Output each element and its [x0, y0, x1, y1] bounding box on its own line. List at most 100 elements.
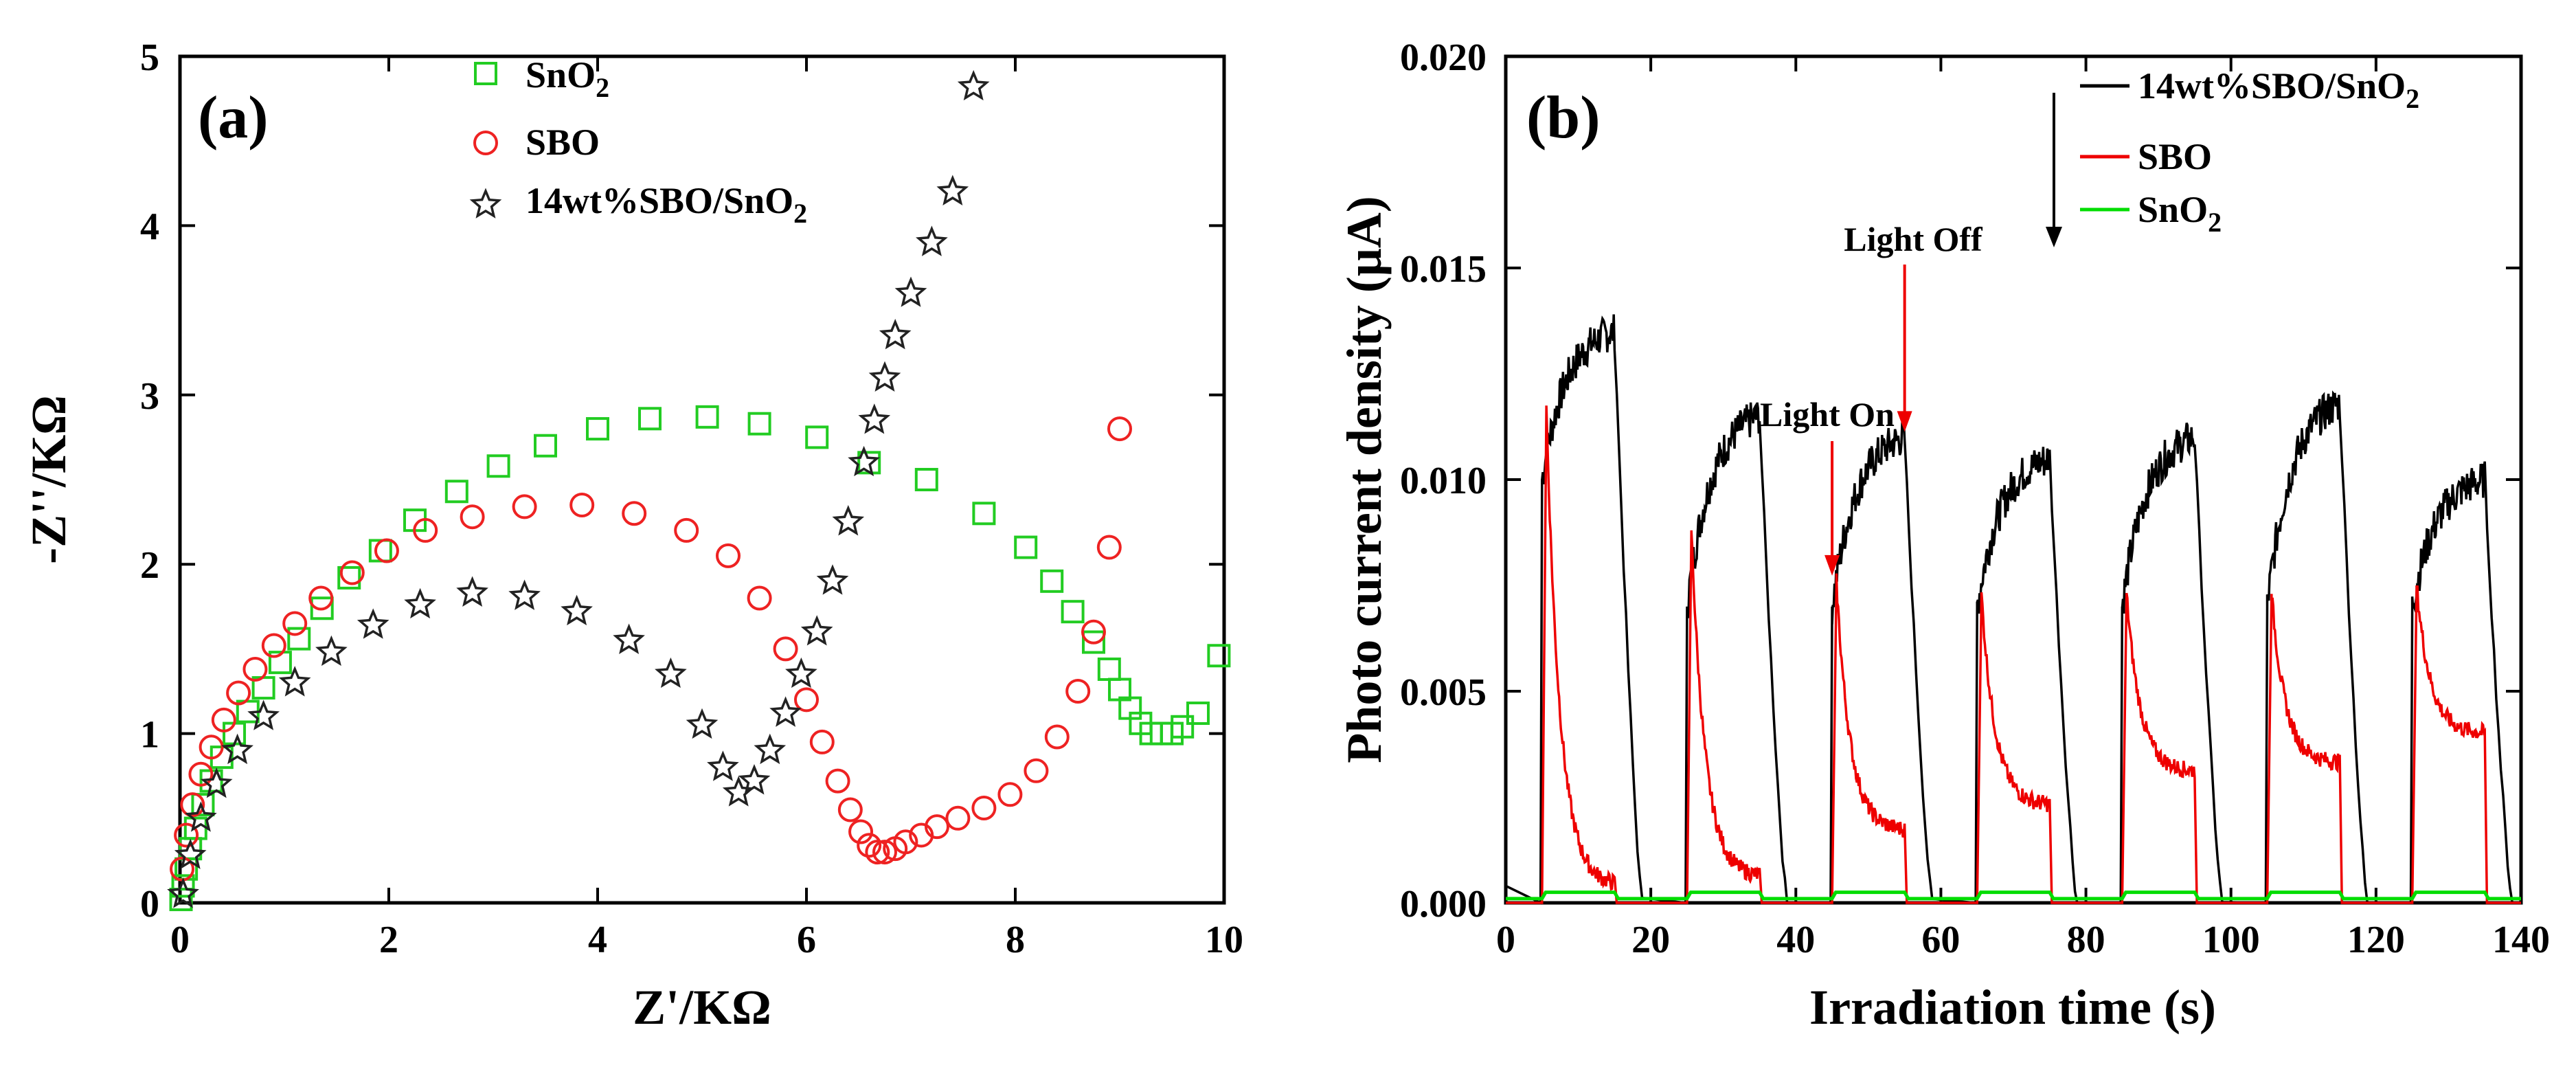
data-point-star	[738, 764, 771, 795]
series-line-sno2	[1506, 890, 2521, 901]
y-tick-label-a: 1	[140, 714, 159, 756]
data-point-circle	[226, 680, 251, 706]
data-point-circle	[413, 517, 438, 543]
data-point-square	[1186, 702, 1210, 726]
data-point-star	[561, 594, 593, 626]
x-tick-label-b: 40	[1776, 919, 1815, 961]
data-point-star	[174, 838, 207, 869]
data-point-star	[848, 445, 880, 477]
data-point-circle	[1024, 758, 1049, 783]
data-point-circle	[794, 687, 819, 713]
data-point-circle	[199, 735, 224, 760]
x-tick-label-b: 20	[1631, 919, 1670, 961]
data-point-star	[247, 699, 280, 730]
data-point-circle	[211, 707, 236, 732]
panel-label-a: (a)	[198, 85, 269, 151]
data-point-square	[972, 502, 996, 526]
x-axis-title-a: Z'/KΩ	[633, 980, 771, 1035]
legend-subscript: 2	[2406, 83, 2419, 114]
data-point-square	[1014, 535, 1038, 559]
data-point-circle	[809, 729, 835, 754]
data-point-square	[1040, 569, 1064, 593]
legend-a: SnO2 SBO 14wt%SBO/SnO2	[469, 54, 807, 229]
data-point-star	[357, 608, 389, 639]
data-point-circle	[374, 538, 399, 563]
data-point-star	[315, 635, 348, 666]
data-point-star	[916, 225, 948, 256]
data-point-star	[879, 319, 912, 350]
data-point-star	[655, 657, 687, 688]
data-point-circle	[945, 805, 971, 831]
legend-text-composite: 14wt%SBO/SnO	[2138, 65, 2406, 106]
x-tick-label-b: 0	[1496, 919, 1515, 961]
data-point-square	[310, 596, 334, 620]
data-point-circle	[825, 768, 850, 794]
legend-arrow-head	[2046, 227, 2062, 247]
data-point-circle	[460, 504, 485, 530]
data-point-circle	[1107, 416, 1132, 442]
panel-b-photocurrent-plot: 0 20 40 60 80 100 120 140 0.000 0.005 0.010 0.015 0.…	[1337, 36, 2550, 1035]
data-point-circle	[180, 792, 205, 818]
legend-subscript: 2	[2208, 207, 2222, 238]
data-point-star	[221, 733, 253, 765]
legend-label-composite-a: 14wt%SBO/SnO2	[526, 180, 807, 229]
data-point-circle	[893, 829, 918, 855]
legend-text-composite: 14wt%SBO/SnO	[526, 180, 793, 221]
data-point-star	[894, 276, 927, 307]
legend-subscript: 2	[596, 72, 609, 103]
x-tick-label-a: 4	[588, 919, 607, 961]
panel-label-b: (b)	[1526, 85, 1601, 151]
legend-marker-star	[469, 188, 502, 218]
data-point-circle	[997, 782, 1023, 807]
data-point-square	[747, 412, 771, 436]
data-point-circle	[674, 517, 699, 543]
data-point-square	[534, 434, 557, 458]
data-point-circle	[848, 819, 874, 844]
x-tick-label-b: 100	[2202, 919, 2260, 961]
y-tick-label-a: 5	[140, 36, 159, 79]
data-point-star	[816, 564, 849, 595]
data-point-star	[769, 696, 802, 727]
data-marks-b	[1505, 314, 2521, 905]
y-tick-label-b: 0.010	[1400, 460, 1487, 502]
axis-ticks-a: 0 2 4 6 8 10 0 1 2 3 4 5	[140, 36, 1243, 961]
x-tick-label-a: 8	[1006, 919, 1025, 961]
data-point-circle	[569, 492, 595, 517]
y-tick-label-b: 0.000	[1400, 883, 1487, 926]
data-point-circle	[242, 656, 268, 682]
data-point-circle	[773, 636, 798, 662]
data-point-circle	[857, 833, 882, 858]
data-point-square	[914, 468, 938, 491]
data-point-star	[754, 733, 787, 765]
data-point-square	[1171, 715, 1195, 739]
series-star-markers	[167, 69, 990, 908]
data-point-star	[404, 587, 436, 619]
annotation-light-on: Light On	[1760, 395, 1895, 434]
data-point-star	[785, 657, 817, 688]
data-point-square	[805, 425, 829, 449]
y-tick-label-b: 0.005	[1400, 671, 1487, 714]
data-point-circle	[188, 761, 214, 787]
data-point-star	[508, 579, 541, 610]
data-point-star	[167, 877, 199, 908]
data-point-circle	[747, 585, 772, 611]
data-marks-a	[167, 69, 1231, 912]
x-tick-label-a: 6	[797, 919, 816, 961]
data-point-star	[957, 69, 990, 101]
data-point-circle	[971, 796, 997, 821]
data-point-circle	[1081, 619, 1106, 644]
data-point-star	[800, 615, 833, 646]
data-point-circle	[1065, 679, 1091, 704]
data-point-star	[722, 776, 755, 807]
data-point-square	[638, 407, 662, 431]
data-point-square	[1207, 644, 1231, 668]
data-point-circle	[925, 814, 949, 840]
data-point-circle	[282, 611, 308, 636]
x-tick-label-b: 60	[1921, 919, 1960, 961]
data-point-star	[832, 505, 865, 536]
data-point-circle	[872, 840, 897, 865]
y-tick-label-a: 3	[140, 375, 159, 418]
plot-frame-a	[178, 54, 1226, 905]
data-point-circle	[1096, 535, 1122, 560]
